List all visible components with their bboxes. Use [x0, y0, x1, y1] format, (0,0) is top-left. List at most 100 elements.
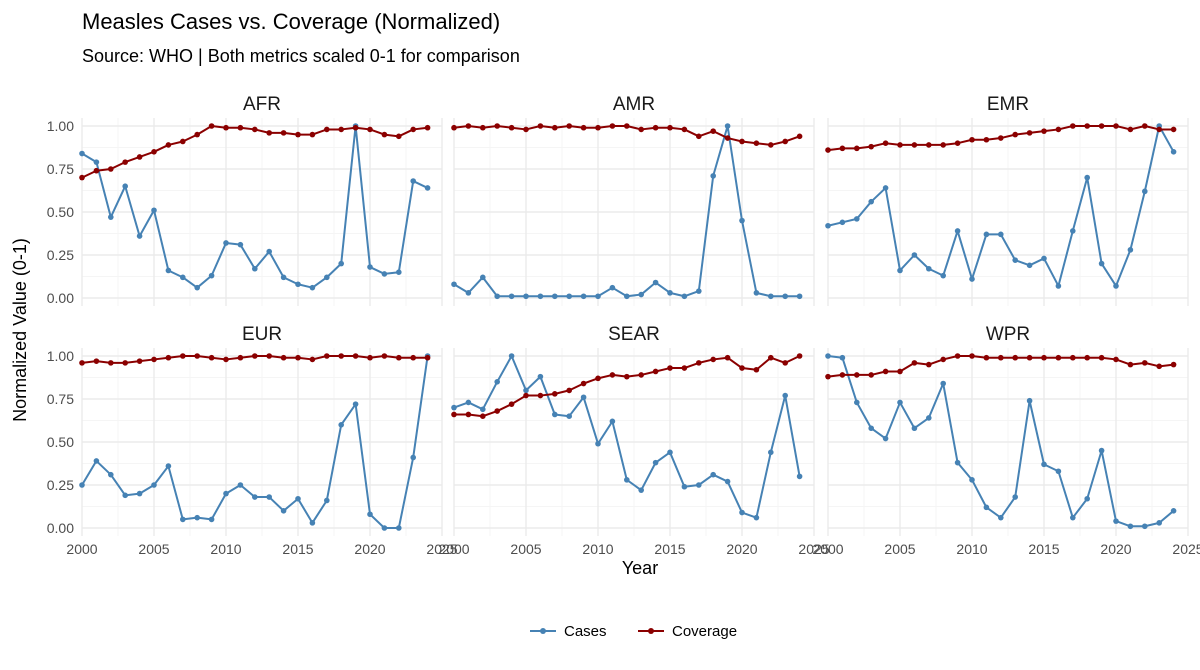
- data-point-cases: [480, 406, 486, 413]
- data-point-cases: [854, 216, 860, 222]
- data-point-cases: [552, 411, 558, 418]
- data-point-cases: [1041, 255, 1047, 262]
- data-point-coverage: [480, 413, 486, 420]
- data-point-coverage: [1026, 354, 1033, 361]
- x-tick-label: 2005: [884, 541, 915, 557]
- y-tick-label: 0.75: [47, 391, 74, 407]
- data-point-coverage: [652, 124, 659, 131]
- data-point-coverage: [1055, 354, 1062, 361]
- x-tick-label: 2010: [210, 541, 241, 557]
- data-point-coverage: [1084, 354, 1090, 361]
- data-point-cases: [825, 222, 831, 229]
- data-point-cases: [595, 293, 601, 300]
- series-line-coverage: [81, 125, 428, 179]
- data-point-cases: [151, 482, 157, 488]
- data-point-coverage: [609, 372, 616, 378]
- data-point-cases: [180, 516, 186, 523]
- data-point-coverage: [926, 142, 932, 148]
- data-point-coverage: [868, 143, 874, 150]
- data-point-cases: [1170, 508, 1177, 514]
- data-point-cases: [796, 293, 803, 300]
- facet-label: SEAR: [608, 324, 660, 345]
- data-point-cases: [696, 288, 702, 294]
- data-point-cases: [768, 449, 774, 456]
- data-point-coverage: [580, 124, 587, 131]
- data-point-coverage: [782, 138, 788, 145]
- data-point-coverage: [566, 387, 572, 394]
- data-point-coverage: [1084, 123, 1090, 129]
- data-point-cases: [926, 265, 932, 272]
- data-point-coverage: [667, 365, 673, 371]
- data-point-cases: [151, 207, 157, 214]
- data-point-cases: [194, 514, 200, 521]
- series-line-cases: [827, 125, 1175, 287]
- data-point-cases: [1156, 520, 1162, 526]
- data-point-coverage: [998, 135, 1004, 141]
- data-point-coverage: [954, 353, 961, 359]
- series-line-cases: [827, 355, 1175, 528]
- data-point-cases: [537, 373, 544, 380]
- data-point-cases: [839, 219, 846, 226]
- data-point-cases: [295, 495, 301, 502]
- data-point-coverage: [1070, 123, 1076, 129]
- data-point-cases: [566, 413, 572, 420]
- data-point-coverage: [252, 353, 258, 359]
- data-point-coverage: [494, 123, 501, 129]
- data-point-coverage: [295, 131, 301, 138]
- data-point-cases: [309, 284, 316, 291]
- data-point-coverage: [940, 356, 946, 363]
- data-point-coverage: [108, 360, 114, 366]
- data-point-cases: [1026, 397, 1033, 404]
- data-point-coverage: [854, 145, 860, 152]
- data-point-coverage: [480, 124, 486, 131]
- data-point-cases: [926, 415, 932, 421]
- x-tick-label: 2015: [1028, 541, 1059, 557]
- data-point-cases: [1170, 149, 1177, 155]
- data-point-cases: [338, 422, 345, 428]
- facet-panel-sear: SEAR 2000 2005 2010 2015 2020 2025: [438, 324, 829, 557]
- x-tick-label: 2015: [654, 541, 685, 557]
- data-point-coverage: [667, 124, 673, 131]
- x-tick-label: 2015: [282, 541, 313, 557]
- data-point-coverage: [796, 133, 803, 140]
- facet-label: AFR: [243, 94, 281, 115]
- data-point-cases: [381, 271, 388, 277]
- data-point-coverage: [223, 124, 229, 131]
- data-point-coverage: [1170, 361, 1177, 368]
- data-point-coverage: [940, 142, 946, 148]
- data-point-coverage: [410, 126, 417, 133]
- data-point-coverage: [566, 123, 572, 129]
- y-tick-label: 0.25: [47, 477, 74, 493]
- x-tick-label: 2005: [138, 541, 169, 557]
- chart-title: Measles Cases vs. Coverage (Normalized): [82, 9, 500, 34]
- data-point-cases: [324, 274, 330, 281]
- data-point-coverage: [1070, 354, 1076, 361]
- data-point-coverage: [638, 126, 644, 133]
- y-tick-label: 0.50: [47, 434, 74, 450]
- data-point-cases: [954, 228, 961, 234]
- data-point-coverage: [1055, 126, 1062, 133]
- data-point-cases: [854, 399, 860, 406]
- data-point-cases: [782, 392, 788, 399]
- data-point-coverage: [280, 354, 287, 361]
- y-axis-title: Normalized Value (0-1): [10, 238, 30, 422]
- data-point-coverage: [451, 124, 457, 131]
- legend-coverage-label: Coverage: [672, 623, 737, 640]
- data-point-coverage: [424, 354, 431, 361]
- data-point-coverage: [508, 124, 515, 131]
- data-point-cases: [1012, 494, 1018, 500]
- data-point-coverage: [998, 354, 1004, 361]
- data-point-cases: [338, 260, 345, 267]
- data-point-coverage: [926, 361, 932, 368]
- data-point-cases: [998, 231, 1004, 238]
- series-line-cases: [453, 125, 800, 298]
- data-point-coverage: [208, 354, 215, 361]
- data-point-coverage: [151, 356, 157, 363]
- chart-subtitle: Source: WHO | Both metrics scaled 0-1 fo…: [82, 46, 520, 66]
- data-point-cases: [983, 231, 990, 238]
- data-point-coverage: [983, 136, 990, 143]
- data-point-coverage: [839, 372, 846, 378]
- data-point-coverage: [1156, 363, 1162, 370]
- data-point-cases: [753, 514, 760, 521]
- data-point-cases: [954, 459, 961, 466]
